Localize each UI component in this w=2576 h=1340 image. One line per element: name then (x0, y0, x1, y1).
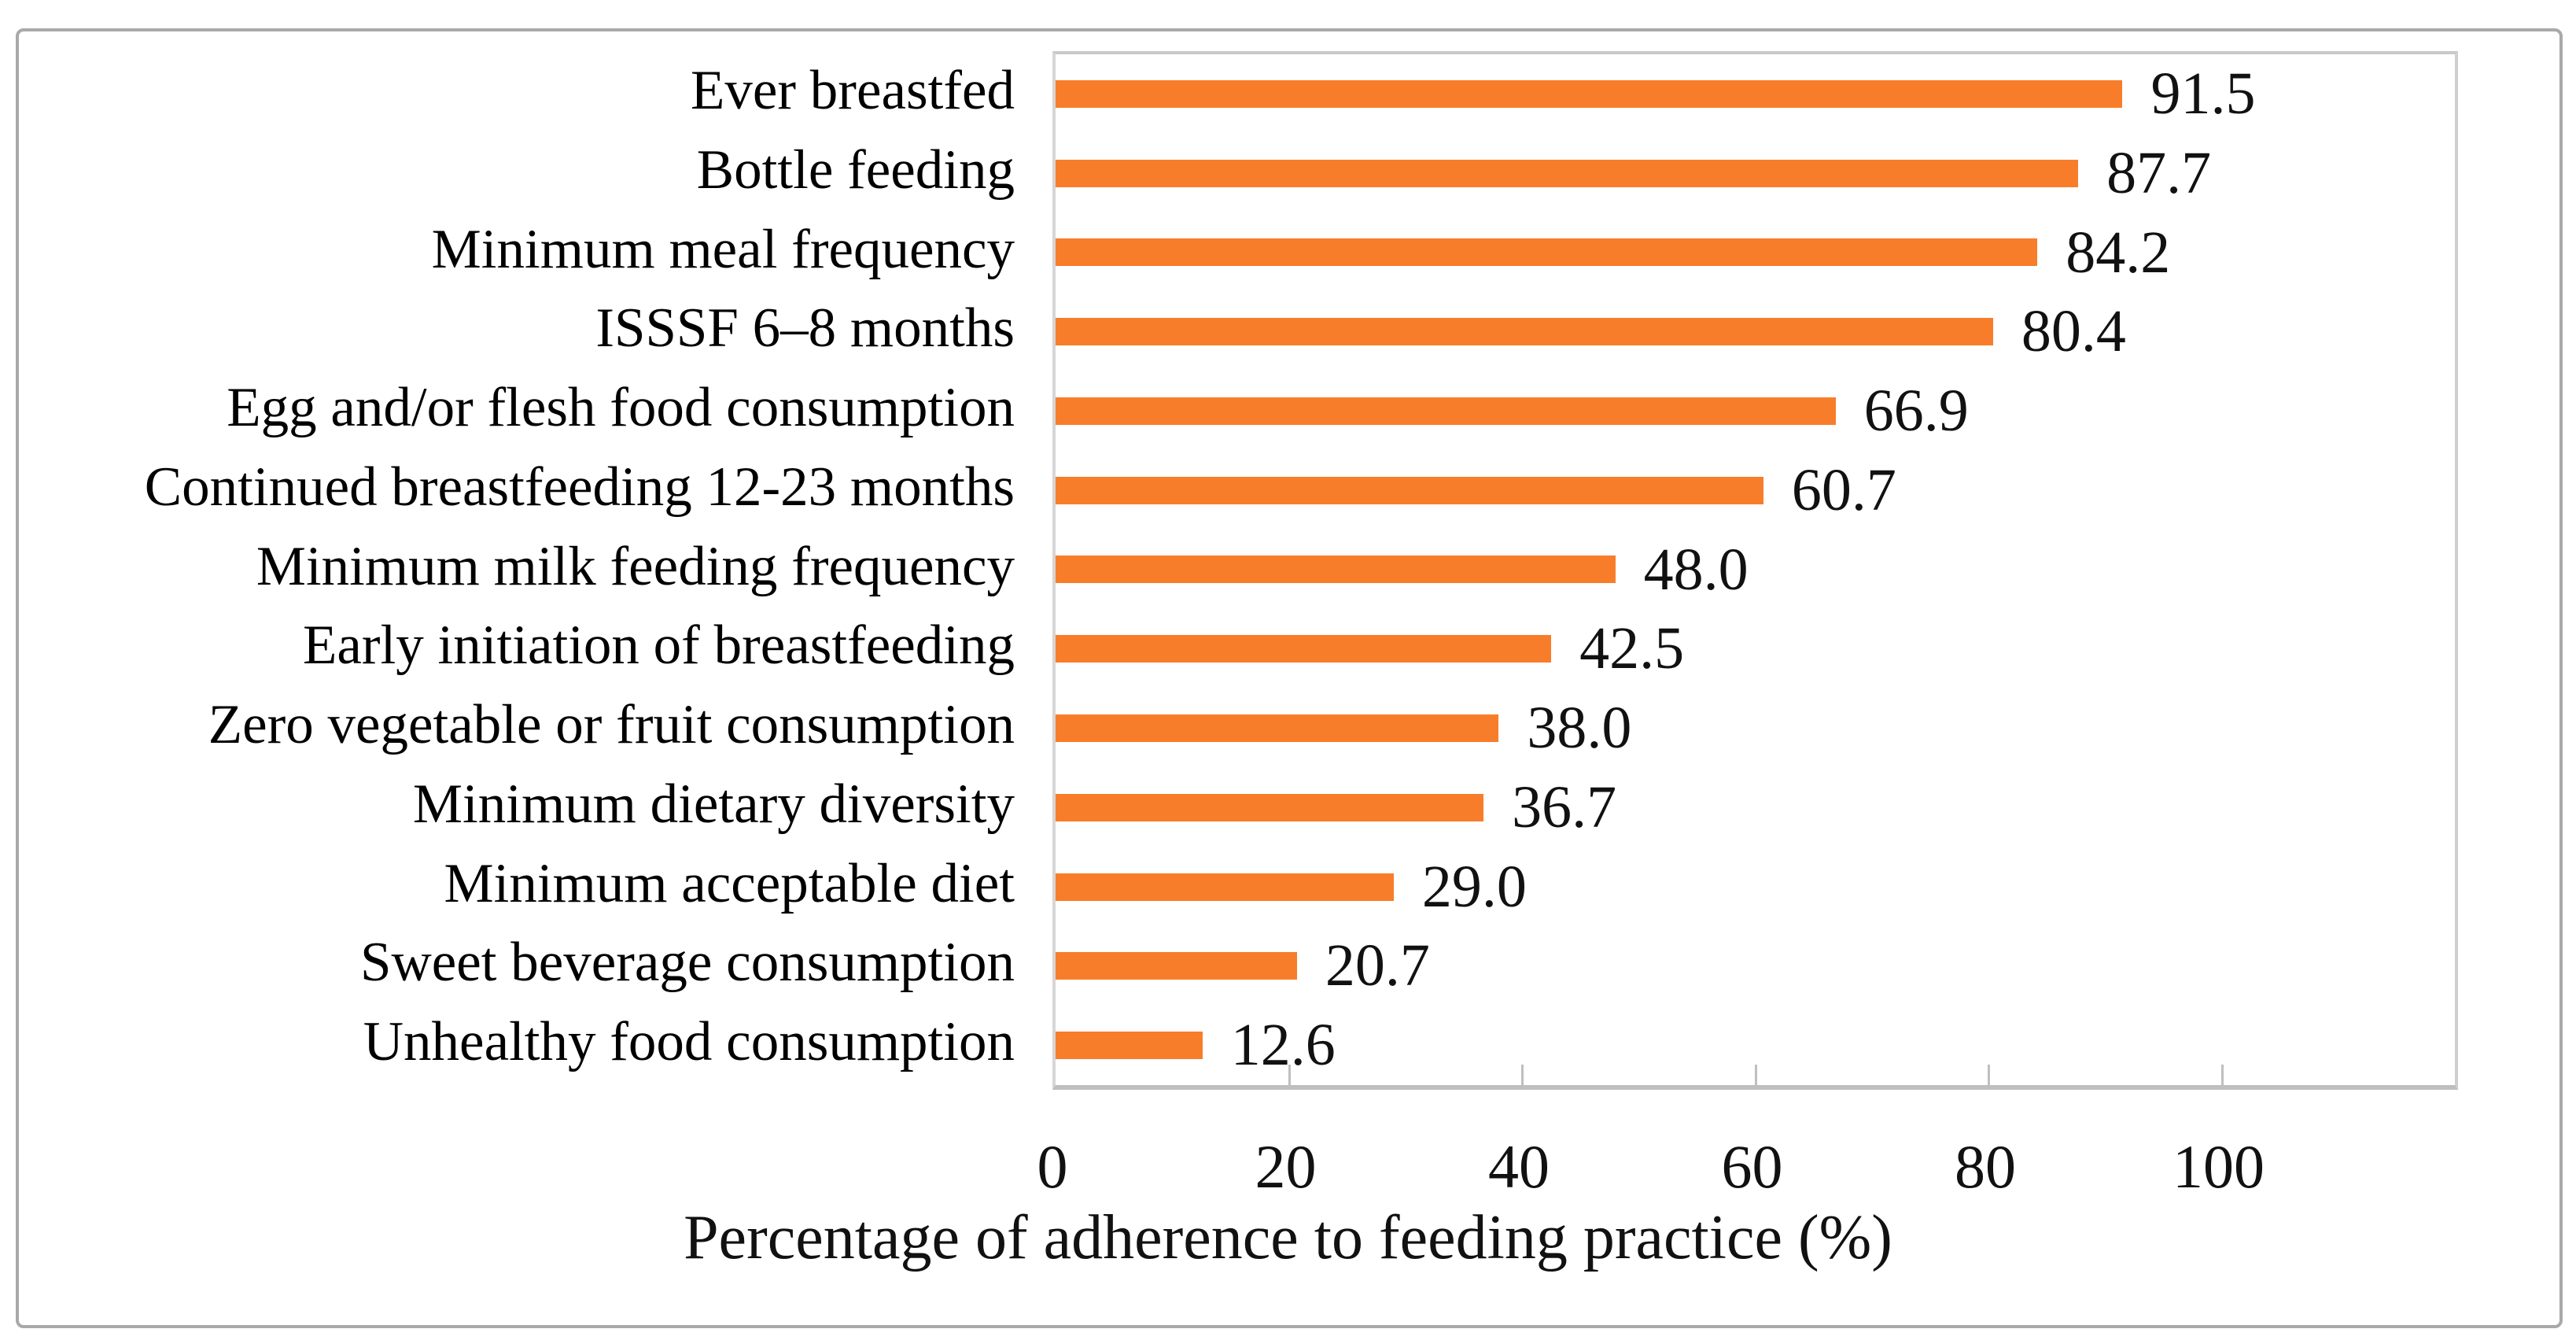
x-axis-title: Percentage of adherence to feeding pract… (684, 1203, 1892, 1272)
category-label: Ever breastfed (691, 60, 1015, 121)
bar-row: 66.9 (1056, 371, 2455, 451)
x-axis-tick-label: 40 (1488, 1132, 1550, 1201)
bar (1056, 476, 1763, 504)
bar-row: 91.5 (1056, 54, 2455, 134)
bar-value-label: 12.6 (1230, 1012, 1336, 1079)
x-axis-tick-mark (1521, 1065, 1524, 1085)
category-axis-labels: Ever breastfed Bottle feeding Minimum meal… (24, 51, 1015, 1082)
bar-value-label: 42.5 (1579, 615, 1685, 682)
bar-value-label: 38.0 (1527, 695, 1632, 762)
x-axis-tick-label: 100 (2172, 1132, 2265, 1201)
x-axis-tick-mark (1288, 1065, 1291, 1085)
category-label: Minimum milk feeding frequency (256, 535, 1015, 597)
bar-value-label: 80.4 (2021, 298, 2126, 365)
category-label: Minimum dietary diversity (412, 773, 1015, 835)
bar (1056, 793, 1484, 821)
bar (1056, 1032, 1203, 1060)
category-label: Continued breastfeeding 12-23 months (144, 456, 1015, 518)
x-axis-tick-mark (1754, 1065, 1757, 1085)
bar-row: 48.0 (1056, 530, 2455, 610)
bar (1056, 873, 1394, 901)
bar (1056, 318, 1993, 346)
bar-row: 29.0 (1056, 847, 2455, 927)
bar (1056, 159, 2079, 187)
bar-value-label: 20.7 (1325, 932, 1430, 999)
x-axis-tick-label: 0 (1037, 1132, 1068, 1201)
category-label: Minimum acceptable diet (444, 852, 1015, 914)
x-axis-tick-label: 20 (1255, 1132, 1317, 1201)
x-axis-tick-label: 80 (1955, 1132, 2016, 1201)
bar-row: 80.4 (1056, 292, 2455, 371)
x-axis-tick-mark (2220, 1065, 2224, 1085)
bar (1056, 714, 1499, 743)
x-axis-tick-mark (1988, 1065, 1990, 1085)
bar-value-label: 36.7 (1512, 773, 1617, 840)
category-label: ISSSF 6–8 months (595, 297, 1015, 360)
category-label: Sweet beverage consumption (359, 932, 1015, 994)
bar-value-label: 91.5 (2150, 61, 2256, 127)
bar-row: 84.2 (1056, 213, 2455, 293)
plot-area: 91.5 87.7 84.2 80.4 66.9 60.7 48.0 42.5 38.0 36.7… (1052, 51, 2458, 1090)
bar-row: 87.7 (1056, 134, 2455, 213)
category-label: Zero vegetable or fruit consumption (208, 694, 1015, 756)
bar (1056, 397, 1836, 425)
bar-value-label: 60.7 (1791, 456, 1896, 523)
bar-row: 38.0 (1056, 688, 2455, 768)
bar (1056, 238, 2038, 267)
bar-row: 36.7 (1056, 768, 2455, 847)
x-axis-tick-label: 60 (1721, 1132, 1783, 1201)
category-label: Bottle feeding (696, 138, 1015, 201)
bar-row: 60.7 (1056, 451, 2455, 530)
bar-row: 12.6 (1056, 1006, 2455, 1085)
bar (1056, 635, 1552, 663)
bar-row: 42.5 (1056, 609, 2455, 688)
bar-row: 20.7 (1056, 926, 2455, 1006)
category-label: Unhealthy food consumption (363, 1011, 1015, 1073)
bar-value-label: 29.0 (1421, 853, 1527, 920)
bar (1056, 79, 2123, 108)
bar-value-label: 84.2 (2066, 219, 2171, 286)
category-label: Early initiation of breastfeeding (303, 615, 1015, 677)
bar (1056, 952, 1297, 980)
bar-value-label: 66.9 (1863, 378, 1969, 445)
bar (1056, 556, 1616, 584)
category-label: Minimum meal frequency (431, 218, 1015, 280)
category-label: Egg and/or flesh food consumption (227, 377, 1015, 439)
bar-value-label: 48.0 (1643, 536, 1749, 603)
bar-value-label: 87.7 (2106, 139, 2212, 206)
